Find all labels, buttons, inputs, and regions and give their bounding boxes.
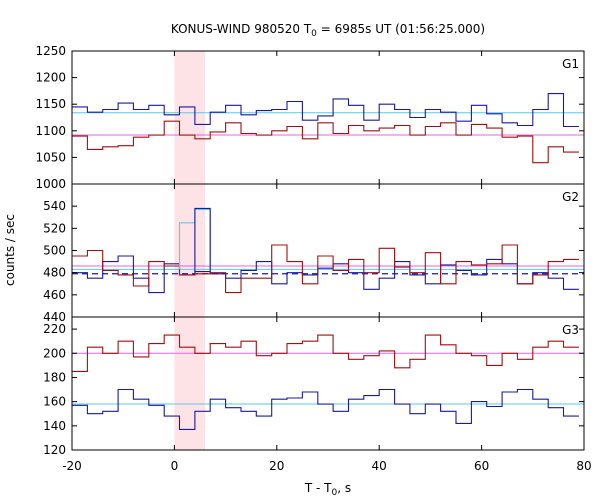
y-tick-label: 220 <box>43 322 66 336</box>
panel-label: G1 <box>562 57 579 71</box>
y-tick-label: 1200 <box>35 71 66 85</box>
series-line-hard <box>72 255 579 294</box>
y-tick-label: 460 <box>43 288 66 302</box>
y-tick-label: 200 <box>43 346 66 360</box>
y-tick-label: 160 <box>43 395 66 409</box>
y-tick-label: 1100 <box>35 124 66 138</box>
panels: 100010501100115012001250G144046048050052… <box>35 44 591 473</box>
x-tick-label: -20 <box>62 459 82 473</box>
x-tick-label: 40 <box>372 459 387 473</box>
y-tick-label: 520 <box>43 221 66 235</box>
y-tick-label: 180 <box>43 370 66 384</box>
y-tick-label: 140 <box>43 419 66 433</box>
y-tick-label: 120 <box>43 443 66 457</box>
y-tick-label: 540 <box>43 199 66 213</box>
y-tick-label: 480 <box>43 266 66 280</box>
panel-g2: 440 460 480 500 520 540 G2 <box>43 183 585 324</box>
spike-series-line <box>194 207 211 272</box>
panel-frame <box>71 50 585 185</box>
panel-g1: 1000 1050 1100 1150 1200 1250 G1 <box>35 44 585 191</box>
y-tick-label: 1150 <box>35 97 66 111</box>
series-line-soft <box>72 334 579 372</box>
series-line-hard <box>72 388 579 430</box>
y-tick-label: 1000 <box>35 177 66 191</box>
y-tick-label: 440 <box>43 310 66 324</box>
x-tick-label: 60 <box>474 459 489 473</box>
chart-title: KONUS-WIND 980520 T0 = 6985s UT (01:56:2… <box>171 22 485 39</box>
series-line-soft <box>72 120 579 164</box>
x-tick-label: 20 <box>269 459 284 473</box>
panel-frame <box>71 183 585 318</box>
y-tick-label: 1050 <box>35 150 66 164</box>
y-tick-label: 1250 <box>35 44 66 58</box>
y-tick-label: 500 <box>43 244 66 258</box>
panel-frame <box>71 316 585 451</box>
panel-label: G2 <box>562 190 579 204</box>
x-tick-label: 0 <box>171 459 179 473</box>
panel-label: G3 <box>562 323 579 337</box>
series-line-soft <box>72 244 579 294</box>
x-axis-label: T - T0, s <box>304 481 351 498</box>
series-line-hard <box>72 93 579 128</box>
y-axis-label: counts / sec <box>3 214 17 286</box>
x-tick-label: 80 <box>576 459 591 473</box>
panel-g3: 120 140 160 180 200 220 G3 <box>43 316 585 457</box>
